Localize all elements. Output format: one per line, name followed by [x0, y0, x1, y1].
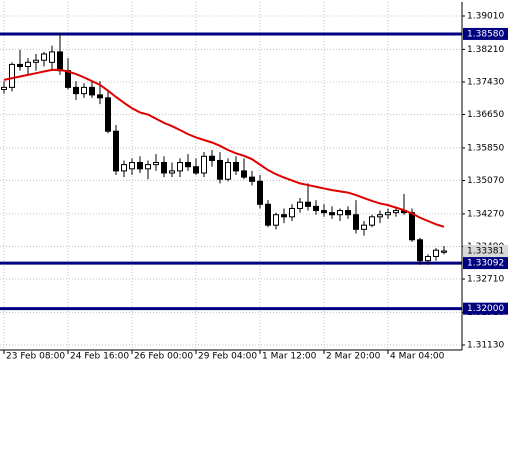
candle-body	[1, 86, 7, 90]
x-tick-label: 4 Mar 04:00	[390, 352, 445, 362]
x-tick-label: 1 Mar 12:00	[262, 352, 317, 362]
candle-body	[353, 214, 359, 230]
candle-body	[257, 180, 263, 205]
candle-body	[297, 201, 303, 209]
candle-body	[233, 162, 239, 172]
candle-body	[337, 210, 343, 216]
candle-body	[273, 214, 279, 226]
candle-body	[313, 205, 319, 212]
candle-body	[49, 51, 55, 63]
price-label: 1.33381	[467, 247, 504, 257]
candle-body	[169, 170, 175, 174]
candle-body	[409, 212, 415, 241]
candle-body	[113, 130, 119, 172]
candle-body	[241, 170, 247, 178]
candle-body	[33, 59, 39, 63]
x-tick-label: 2 Mar 20:00	[326, 352, 381, 362]
y-tick-label: 1.39010	[467, 11, 504, 21]
candle-body	[385, 212, 391, 216]
candle-body	[369, 216, 375, 226]
candle-body	[161, 162, 167, 174]
candle-body	[89, 86, 95, 96]
candle-body	[97, 94, 103, 99]
level-label: 1.38580	[467, 29, 504, 39]
candle-body	[225, 162, 231, 180]
candle-body	[321, 210, 327, 214]
candle-body	[289, 207, 295, 218]
y-tick-label: 1.35070	[467, 176, 504, 186]
candle-body	[81, 86, 87, 95]
price-label-box	[463, 245, 508, 258]
candle-body	[345, 210, 351, 216]
y-tick-label: 1.36650	[467, 110, 504, 120]
level-label-box	[463, 27, 508, 40]
x-tick-label: 23 Feb 08:00	[6, 352, 65, 362]
candle-body	[177, 162, 183, 172]
candle-body	[57, 51, 63, 72]
candle-body	[441, 250, 447, 253]
candle-body	[17, 63, 23, 68]
candle-body	[185, 162, 191, 168]
candle-body	[153, 162, 159, 166]
y-tick-label: 1.34270	[467, 209, 504, 219]
level-label: 1.33092	[467, 259, 504, 269]
candle-body	[249, 176, 255, 182]
candle-body	[281, 214, 287, 218]
y-tick-label: 1.35850	[467, 143, 504, 153]
moving-average	[3, 68, 445, 228]
candle-body	[201, 155, 207, 174]
candle-body	[393, 210, 399, 214]
candle-body	[121, 164, 127, 172]
candle-body	[25, 61, 31, 68]
candle-body	[425, 255, 431, 262]
level-label-box	[463, 302, 508, 315]
candle-body	[377, 214, 383, 218]
candle-body	[129, 162, 135, 170]
y-tick-label: 1.32710	[467, 275, 504, 285]
candle-body	[105, 97, 111, 132]
candle-body	[329, 212, 335, 216]
candle-body	[9, 63, 15, 88]
candle-body	[265, 203, 271, 226]
level-label-box	[463, 257, 508, 270]
candle-body	[65, 70, 71, 88]
candle-body	[433, 249, 439, 257]
level-label: 1.32000	[467, 304, 504, 314]
y-tick-label: 1.31130	[467, 340, 504, 350]
y-tick-label: 1.38210	[467, 45, 504, 55]
candle-body	[137, 162, 143, 170]
candle-body	[209, 155, 215, 161]
candle-body	[305, 201, 311, 207]
x-tick-label: 29 Feb 04:00	[198, 352, 257, 362]
y-tick-label: 1.37430	[467, 77, 504, 87]
candle-body	[193, 166, 199, 174]
x-tick-label: 24 Feb 16:00	[70, 352, 129, 362]
candle-body	[361, 224, 367, 230]
x-tick-label: 26 Feb 00:00	[134, 352, 193, 362]
candle-body	[217, 159, 223, 180]
candle-body	[417, 239, 423, 262]
candle-body	[145, 164, 151, 170]
candle-body	[73, 86, 79, 95]
candle-body	[41, 53, 47, 61]
